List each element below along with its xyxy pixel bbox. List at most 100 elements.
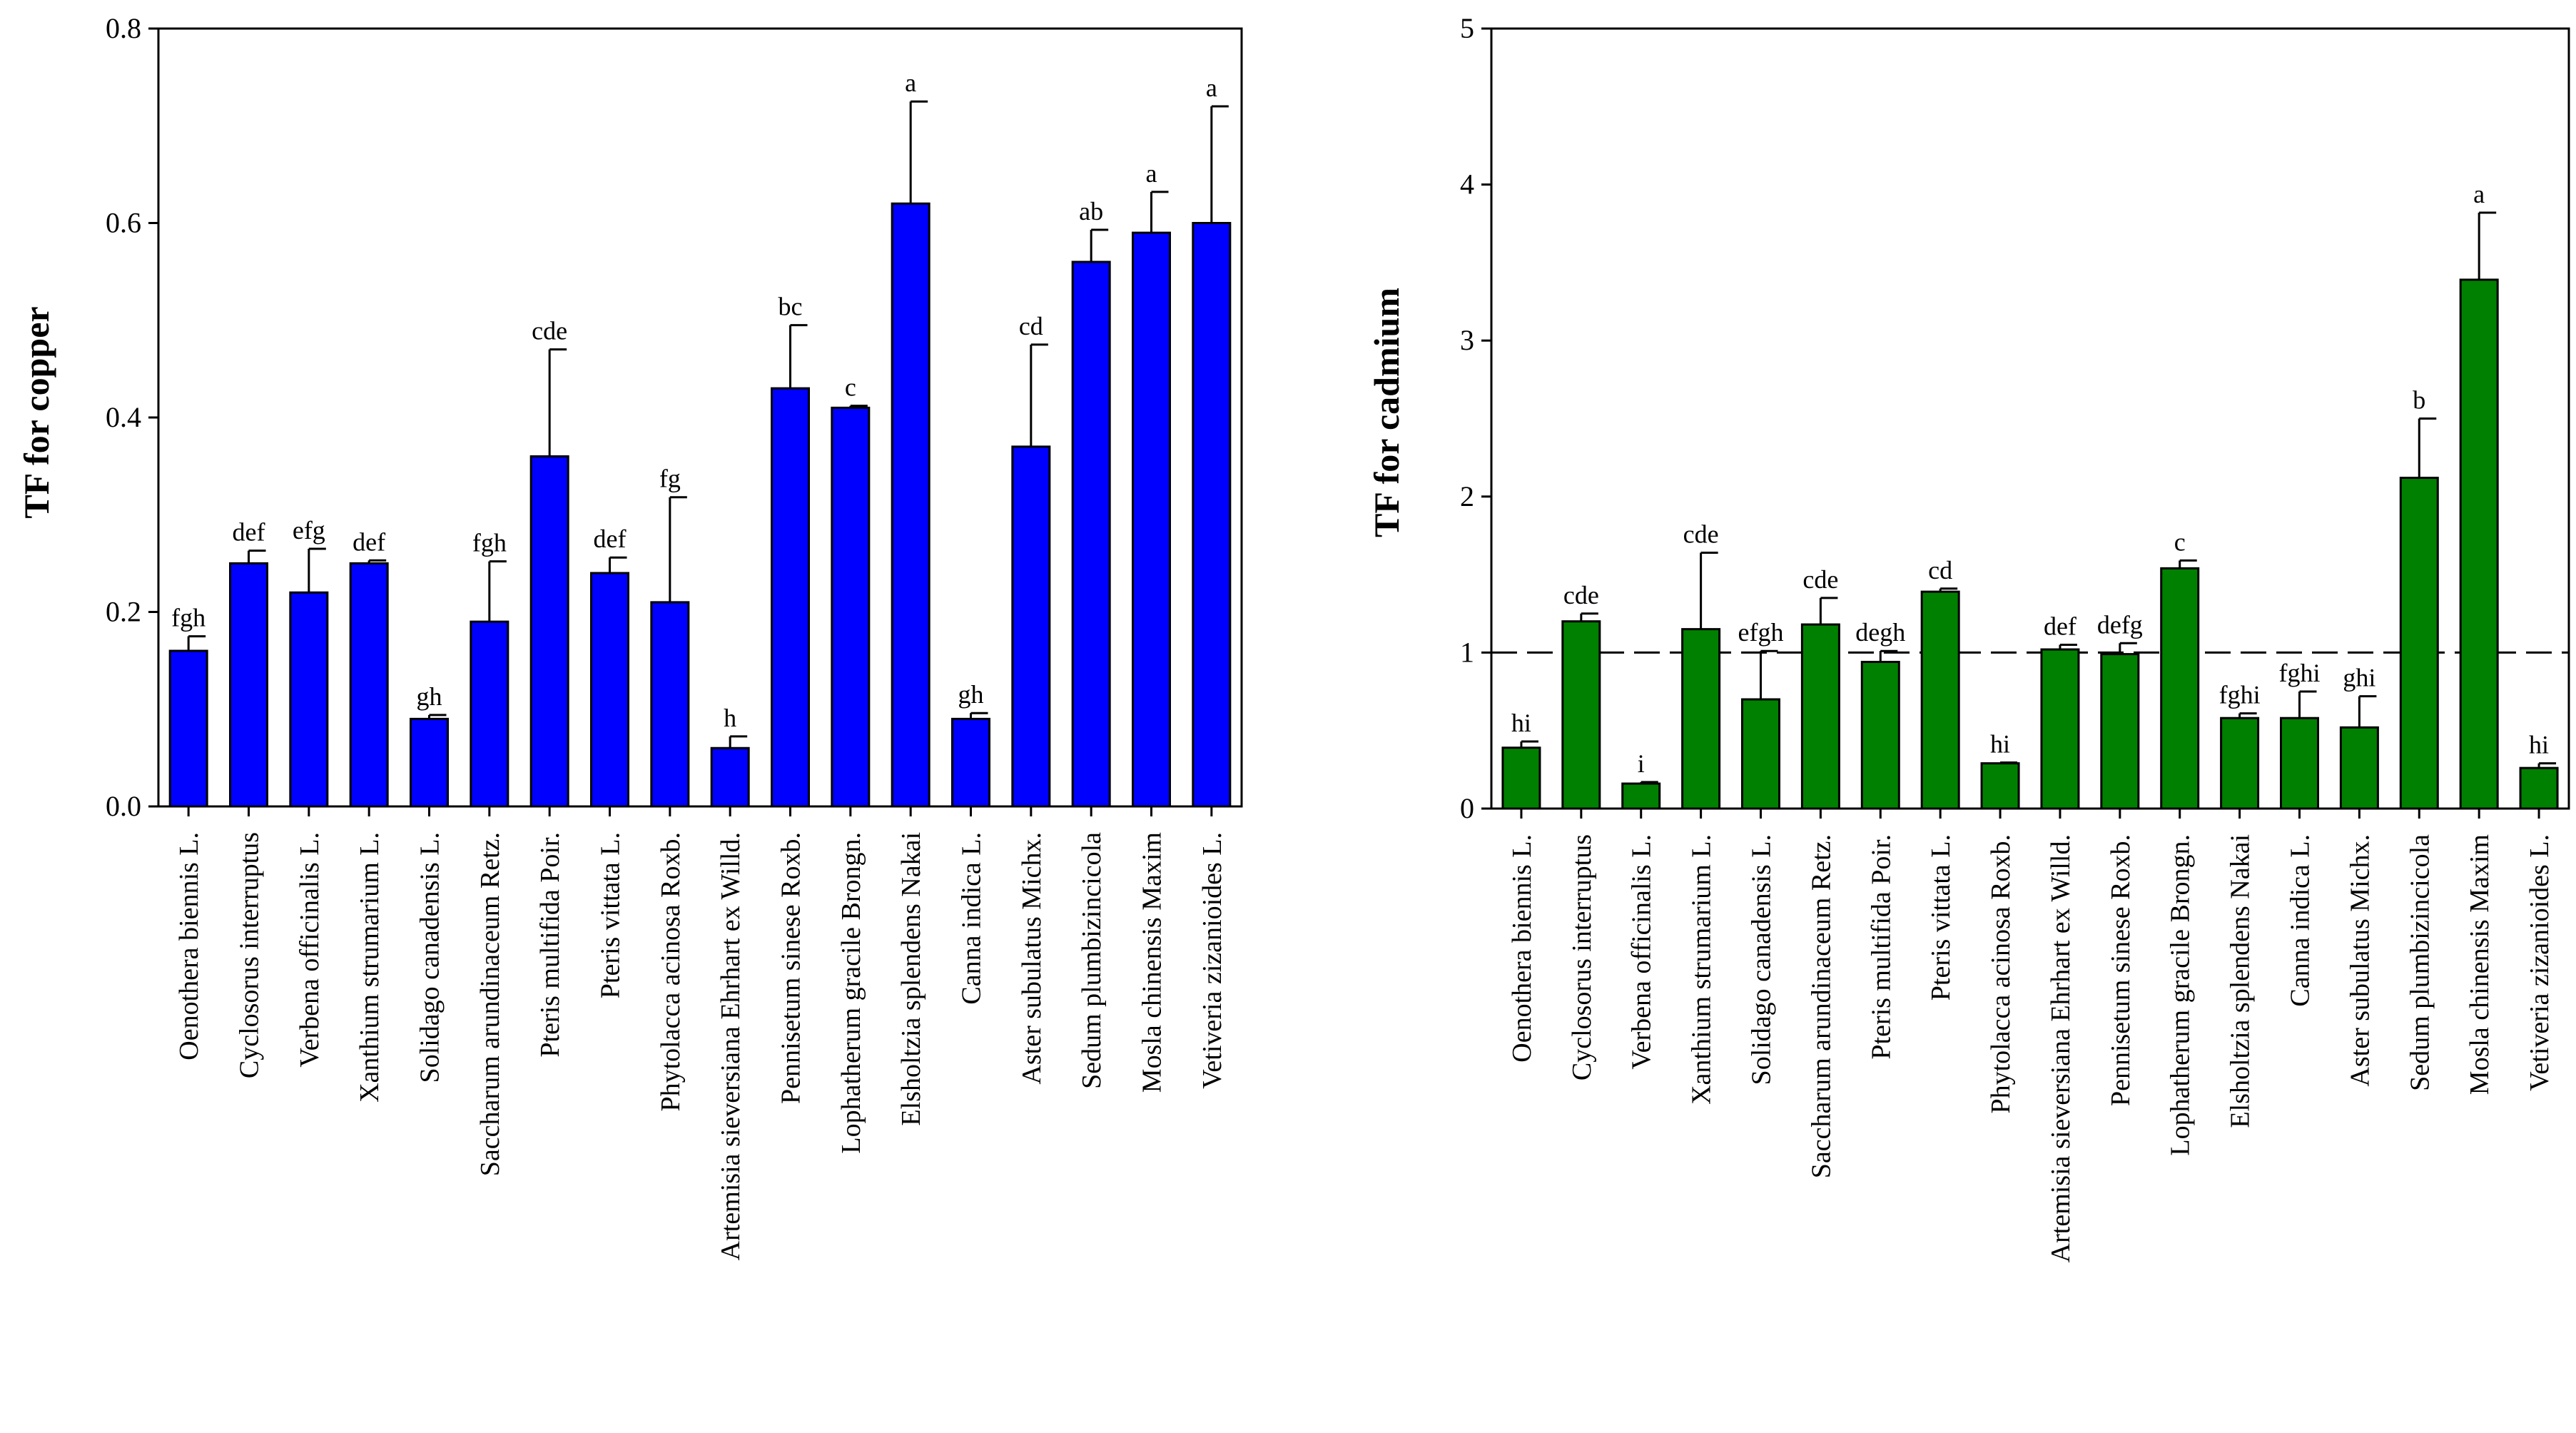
copper-category-label: Solidago canadensis L. xyxy=(415,832,445,1083)
copper-bar xyxy=(710,746,750,808)
copper-category-label: Cyclosorus interruptus xyxy=(235,832,265,1078)
cadmium-plot-frame xyxy=(1490,27,2570,810)
copper-category-label: Pteris vittata L. xyxy=(596,832,626,998)
cadmium-bar xyxy=(1920,590,1960,810)
cadmium-category-label: Pteris vittata L. xyxy=(1926,834,1956,1001)
copper-significance-label: h xyxy=(724,704,736,732)
cadmium-bar xyxy=(2280,716,2319,810)
cadmium-significance-label: cde xyxy=(1563,581,1599,609)
cadmium-category-label: Verbena officinalis L. xyxy=(1627,834,1657,1070)
cadmium-bar xyxy=(2519,766,2559,810)
cadmium-bar xyxy=(2339,726,2379,810)
copper-category-label: Oenothera biennis L. xyxy=(174,832,204,1060)
copper-y-tick-label: 0.0 xyxy=(106,790,141,822)
copper-bar xyxy=(891,202,930,808)
cadmium-y-tick-label: 0 xyxy=(1460,792,1474,824)
copper-category-label: Vetiveria zizanioides L. xyxy=(1197,832,1227,1089)
cadmium-y-tick-label: 2 xyxy=(1460,480,1474,512)
cadmium-category-label: Pteris multifida Poir. xyxy=(1866,834,1896,1060)
cadmium-bar xyxy=(2100,653,2140,810)
copper-bar xyxy=(410,717,449,808)
cadmium-category-label: Vetiveria zizanioides L. xyxy=(2525,834,2555,1091)
cadmium-bar xyxy=(2459,278,2499,810)
copper-significance-label: a xyxy=(1146,159,1157,188)
cadmium-bar xyxy=(1621,782,1661,810)
cadmium-significance-label: i xyxy=(1638,749,1645,778)
cadmium-significance-label: degh xyxy=(1855,618,1905,647)
cadmium-significance-label: efgh xyxy=(1738,618,1784,647)
cadmium-category-label: Elsholtzia splendens Nakai xyxy=(2226,834,2256,1128)
copper-significance-label: a xyxy=(1206,74,1217,102)
cadmium-y-tick-label: 4 xyxy=(1460,168,1474,201)
cadmium-bar xyxy=(2399,477,2439,810)
copper-bar xyxy=(1071,260,1111,808)
copper-bar xyxy=(349,562,389,808)
cadmium-chart-panel: TF for cadmium 0 1 2 3 4 5 hi Oenothera biennis… xyxy=(1366,12,2570,1262)
copper-significance-label: def xyxy=(233,518,265,547)
copper-significance-label: cd xyxy=(1019,312,1043,340)
cadmium-category-label: Saccharum arundinaceum Retz. xyxy=(1806,834,1836,1178)
cadmium-significance-label: ghi xyxy=(2343,664,2375,692)
copper-chart-panel: TF for copper 0.00.20.40.60.8fghOenother… xyxy=(16,12,1243,1260)
cadmium-category-label: Aster subulatus Michx. xyxy=(2345,834,2375,1087)
cadmium-category-label: Lophatherum gracile Brongn. xyxy=(2166,834,2196,1156)
cadmium-significance-label: def xyxy=(2044,612,2076,640)
copper-category-label: Aster subulatus Michx. xyxy=(1017,832,1047,1085)
cadmium-significance-label: fghi xyxy=(2279,659,2321,687)
copper-significance-label: fg xyxy=(659,465,681,493)
cadmium-category-label: Artemisia sieversiana Ehrhart ex Willd. xyxy=(2046,834,2076,1262)
cadmium-category-label: Canna indica L. xyxy=(2286,834,2316,1007)
cadmium-category-label: Oenothera biennis L. xyxy=(1507,834,1537,1063)
copper-category-label: Mosla chinensis Maxim xyxy=(1137,832,1167,1093)
copper-bar xyxy=(951,717,990,808)
copper-category-label: Phytolacca acinosa Roxb. xyxy=(656,832,686,1112)
copper-category-label: Elsholtzia splendens Nakai xyxy=(896,832,926,1126)
cadmium-bar xyxy=(1800,623,1840,810)
cadmium-y-tick-label: 1 xyxy=(1460,636,1474,668)
cadmium-bar xyxy=(1980,762,2020,810)
cadmium-y-tick-label: 3 xyxy=(1460,324,1474,356)
copper-bar xyxy=(470,620,509,808)
copper-bar xyxy=(168,649,208,808)
cadmium-bar xyxy=(2220,716,2260,810)
cadmium-significance-label: a xyxy=(2473,180,2485,208)
cadmium-significance-label: cde xyxy=(1802,565,1838,594)
copper-significance-label: cde xyxy=(532,317,567,345)
cadmium-category-label: Mosla chinensis Maxim xyxy=(2465,834,2495,1095)
cadmium-bar xyxy=(1681,628,1721,810)
cadmium-bar xyxy=(1501,746,1541,810)
copper-category-label: Saccharum arundinaceum Retz. xyxy=(475,832,505,1176)
copper-category-label: Sedum plumbizincicola xyxy=(1077,832,1107,1089)
copper-y-tick-label: 0.2 xyxy=(106,596,141,628)
copper-bar xyxy=(831,406,871,808)
cadmium-significance-label: cd xyxy=(1928,556,1952,584)
copper-category-label: Verbena officinalis L. xyxy=(295,832,325,1068)
copper-significance-label: gh xyxy=(958,680,984,709)
copper-bar xyxy=(1132,231,1171,808)
copper-bar xyxy=(590,572,629,808)
cadmium-y-axis-title: TF for cadmium xyxy=(1366,288,1406,537)
cadmium-bar xyxy=(2160,567,2200,810)
cadmium-category-label: Xanthium strumarium L. xyxy=(1687,834,1717,1105)
copper-significance-label: fgh xyxy=(472,529,507,557)
copper-significance-label: bc xyxy=(779,293,803,321)
copper-significance-label: fgh xyxy=(171,604,206,632)
cadmium-bar xyxy=(2040,648,2080,810)
cadmium-bar xyxy=(1860,661,1900,810)
cadmium-category-label: Solidago canadensis L. xyxy=(1747,834,1777,1085)
copper-bar xyxy=(650,601,690,808)
copper-bar xyxy=(771,387,810,808)
copper-bar xyxy=(1192,222,1232,808)
copper-significance-label: a xyxy=(905,69,916,97)
cadmium-y-tick-label: 5 xyxy=(1460,12,1474,44)
copper-significance-label: c xyxy=(845,373,856,402)
copper-category-label: Artemisia sieversiana Ehrhart ex Willd. xyxy=(716,832,746,1260)
copper-y-axis-title: TF for copper xyxy=(16,306,56,518)
copper-significance-label: def xyxy=(353,527,385,556)
cadmium-significance-label: defg xyxy=(2097,610,2143,639)
cadmium-category-label: Cyclosorus interruptus xyxy=(1567,834,1597,1080)
copper-y-tick-label: 0.6 xyxy=(106,207,141,239)
copper-significance-label: gh xyxy=(417,682,442,711)
copper-category-label: Lophatherum gracile Brongn. xyxy=(836,832,866,1154)
